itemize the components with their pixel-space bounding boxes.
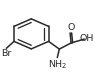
Text: NH$_2$: NH$_2$ [48,59,68,71]
Text: OH: OH [80,34,94,43]
Text: O: O [67,23,74,32]
Text: Br: Br [1,49,11,58]
